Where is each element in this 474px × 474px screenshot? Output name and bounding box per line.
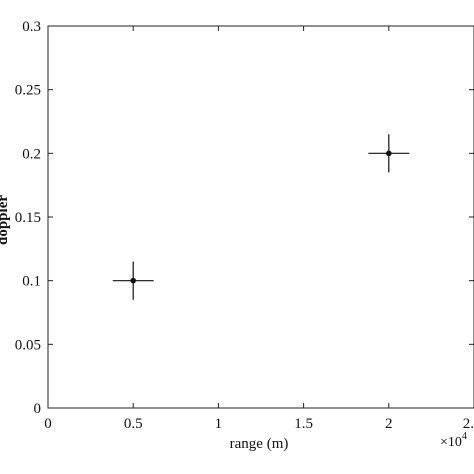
x-axis-title: range (m) (230, 436, 289, 452)
plot-area-border (47, 25, 474, 409)
y-tick-label: 0.3 (22, 19, 41, 35)
y-tick-label: 0.1 (22, 274, 41, 290)
x-tick-label: 2. (463, 416, 474, 432)
y-tick-label: 0 (34, 401, 42, 417)
axes-frame (47, 25, 474, 409)
x-tick-label: 1.5 (294, 416, 313, 432)
x-axis-multiplier-base: ×10 (440, 435, 462, 450)
x-tick-label: 0 (44, 416, 52, 432)
x-tick-label: 1 (215, 416, 223, 432)
y-axis-ticks: 0 0.05 0.1 0.15 0.2 0.25 0.3 (15, 19, 474, 417)
x-axis-multiplier: ×104 (440, 431, 467, 450)
point-marker (386, 150, 392, 157)
y-tick-label: 0.15 (15, 210, 41, 226)
data-points (112, 134, 410, 300)
y-tick-label: 0.25 (15, 83, 41, 99)
y-tick-label: 0.2 (22, 146, 41, 162)
data-point (112, 261, 154, 300)
x-axis-multiplier-exponent: 4 (462, 431, 467, 442)
x-axis-ticks: 0 0.5 1 1.5 2 2. (44, 26, 474, 432)
y-axis-title: doppler (0, 195, 11, 245)
x-tick-label: 2 (385, 416, 393, 432)
point-marker (130, 277, 136, 284)
data-point (368, 134, 410, 173)
x-tick-label: 0.5 (124, 416, 143, 432)
y-tick-label: 0.05 (15, 337, 41, 353)
